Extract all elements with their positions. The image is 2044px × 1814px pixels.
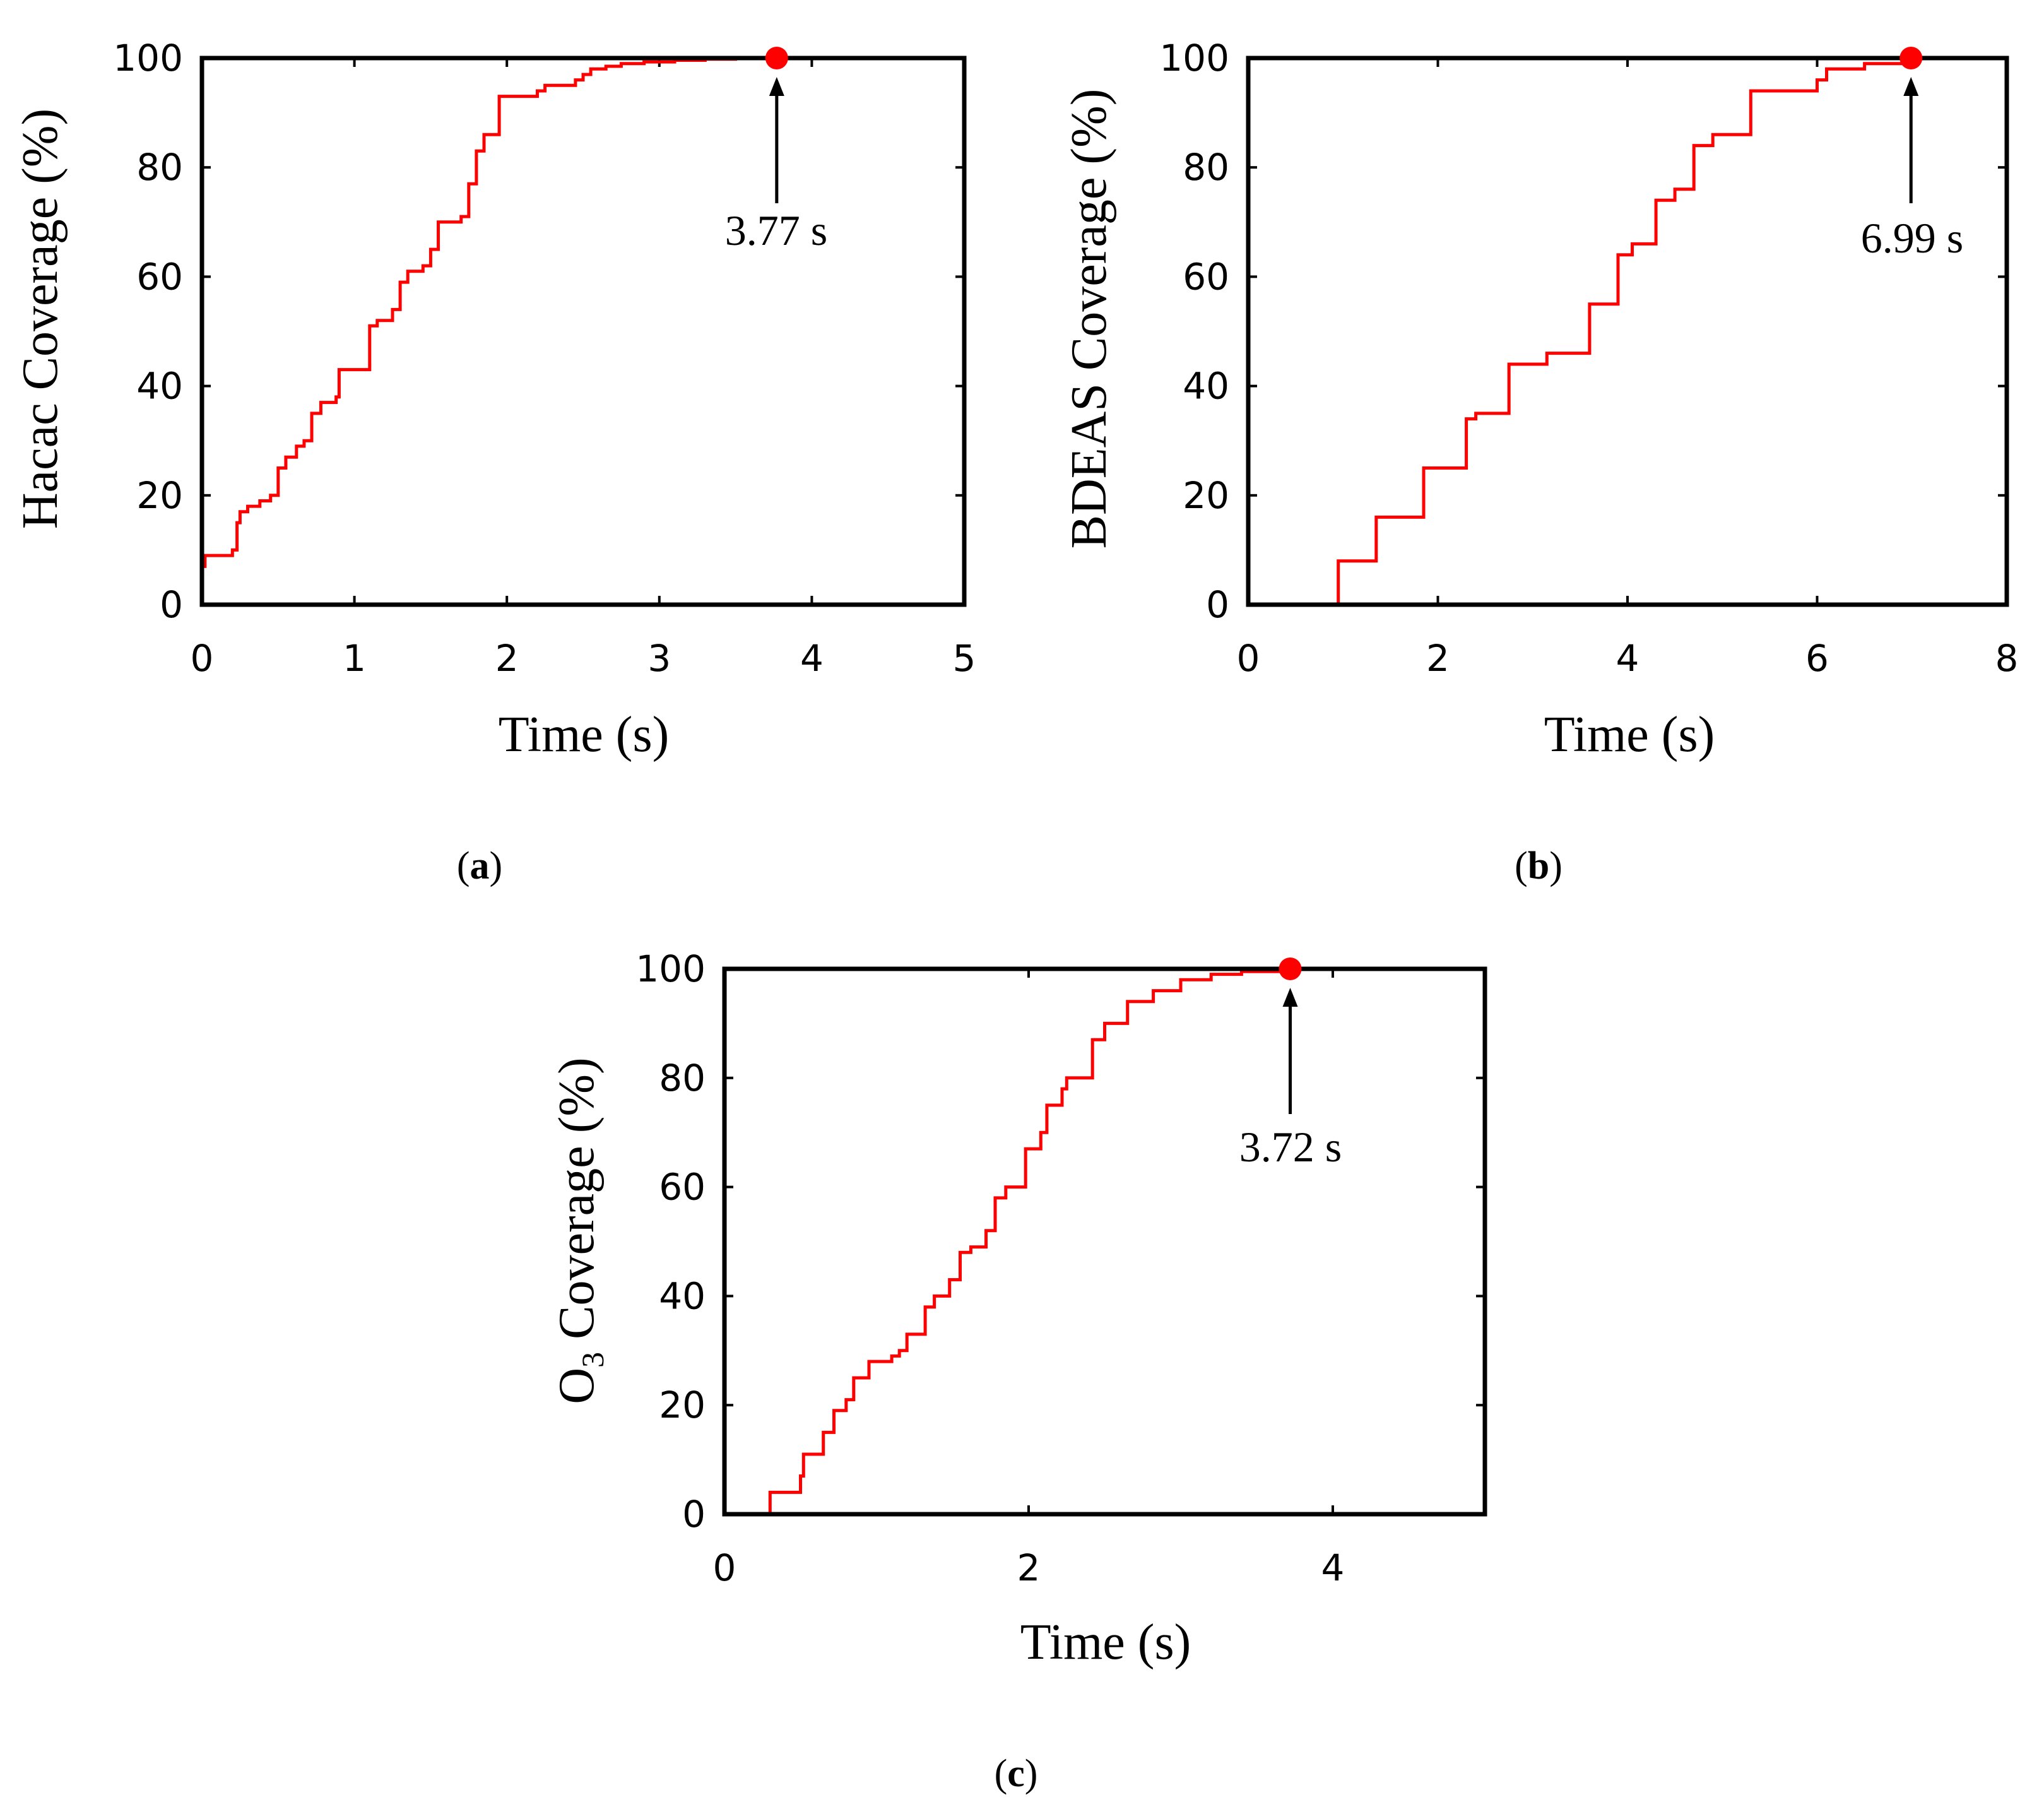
- y-tick-label: 40: [659, 1274, 706, 1317]
- x-tick-label: 4: [1616, 637, 1639, 680]
- coverage-marker: [1899, 47, 1923, 69]
- y-tick-label: 100: [635, 947, 706, 990]
- y-tick-label: 80: [1183, 146, 1229, 189]
- y-tick-label: 60: [1183, 255, 1229, 298]
- x-tick-label: 4: [800, 637, 824, 680]
- y-tick-label: 40: [1183, 365, 1229, 408]
- series-line-o3: [724, 967, 1485, 1516]
- y-tick-label: 100: [1159, 37, 1229, 80]
- y-tick-label: 0: [1206, 583, 1229, 626]
- x-axis-label: Time (s): [499, 707, 669, 762]
- y-tick-label: 0: [160, 583, 183, 626]
- x-axis-label: Time (s): [1544, 707, 1715, 762]
- annotation-label: 3.72 s: [1239, 1123, 1342, 1171]
- panel-letter: c: [1007, 1752, 1025, 1795]
- y-tick-label: 80: [136, 146, 183, 189]
- y-tick-label: 40: [136, 365, 183, 408]
- coverage-marker: [765, 47, 788, 69]
- x-tick-label: 3: [647, 637, 671, 680]
- panel-letter: a: [470, 845, 490, 887]
- y-label-subscript: 3: [575, 1352, 610, 1368]
- y-axis-label: O3 Coverage (%): [549, 1057, 610, 1404]
- x-axis-label: Time (s): [1020, 1615, 1191, 1670]
- panel-b: BDEAS Coverage (%) Time (s) (b) 6.99 s 0…: [1061, 37, 2018, 887]
- y-tick-label: 60: [136, 255, 183, 298]
- panel-label: (a): [457, 845, 502, 887]
- y-tick-label: 20: [659, 1384, 706, 1426]
- y-label-rest: Coverage (%): [549, 1057, 605, 1351]
- annotation-label: 3.77 s: [725, 206, 827, 254]
- series-line-hacac: [202, 56, 964, 568]
- x-tick-label: 0: [713, 1546, 736, 1589]
- plot-frame: [1246, 56, 2009, 607]
- y-tick-label: 60: [659, 1166, 706, 1209]
- x-tick-label: 2: [1017, 1546, 1041, 1589]
- annotation-arrow-head: [769, 77, 784, 96]
- x-tick-label: 2: [495, 637, 519, 680]
- annotation-arrow-head: [1282, 988, 1298, 1007]
- series-line-bdeas: [1248, 56, 2007, 607]
- annotation-label: 6.99 s: [1861, 214, 1963, 262]
- x-tick-label: 2: [1426, 637, 1450, 680]
- y-tick-label: 0: [682, 1493, 706, 1536]
- y-tick-label: 80: [659, 1057, 706, 1100]
- panel-c: O3 Coverage (%) Time (s) (c) 3.72 s 0204…: [549, 947, 1487, 1795]
- x-tick-label: 6: [1805, 637, 1829, 680]
- panel-letter: b: [1528, 845, 1549, 887]
- y-axis-label: Hacac Coverage (%): [13, 109, 68, 529]
- plot-frame: [199, 56, 967, 607]
- x-tick-label: 1: [343, 637, 366, 680]
- y-tick-label: 20: [1183, 474, 1229, 517]
- panel-label: (b): [1515, 845, 1563, 887]
- x-tick-label: 8: [1995, 637, 2019, 680]
- x-tick-label: 0: [1237, 637, 1260, 680]
- y-axis-label: BDEAS Coverage (%): [1061, 89, 1117, 549]
- y-tick-label: 100: [113, 37, 183, 80]
- panel-label: (c): [995, 1752, 1038, 1795]
- x-tick-label: 0: [191, 637, 214, 680]
- panel-a: Hacac Coverage (%) Time (s) (a) 3.77 s 0…: [13, 37, 976, 887]
- coverage-marker: [1279, 957, 1302, 980]
- y-tick-label: 20: [136, 474, 183, 517]
- x-tick-label: 4: [1321, 1546, 1345, 1589]
- annotation-arrow-head: [1903, 77, 1919, 96]
- y-label-main: O: [549, 1368, 605, 1404]
- plot-frame: [722, 966, 1487, 1517]
- x-tick-label: 5: [953, 637, 976, 680]
